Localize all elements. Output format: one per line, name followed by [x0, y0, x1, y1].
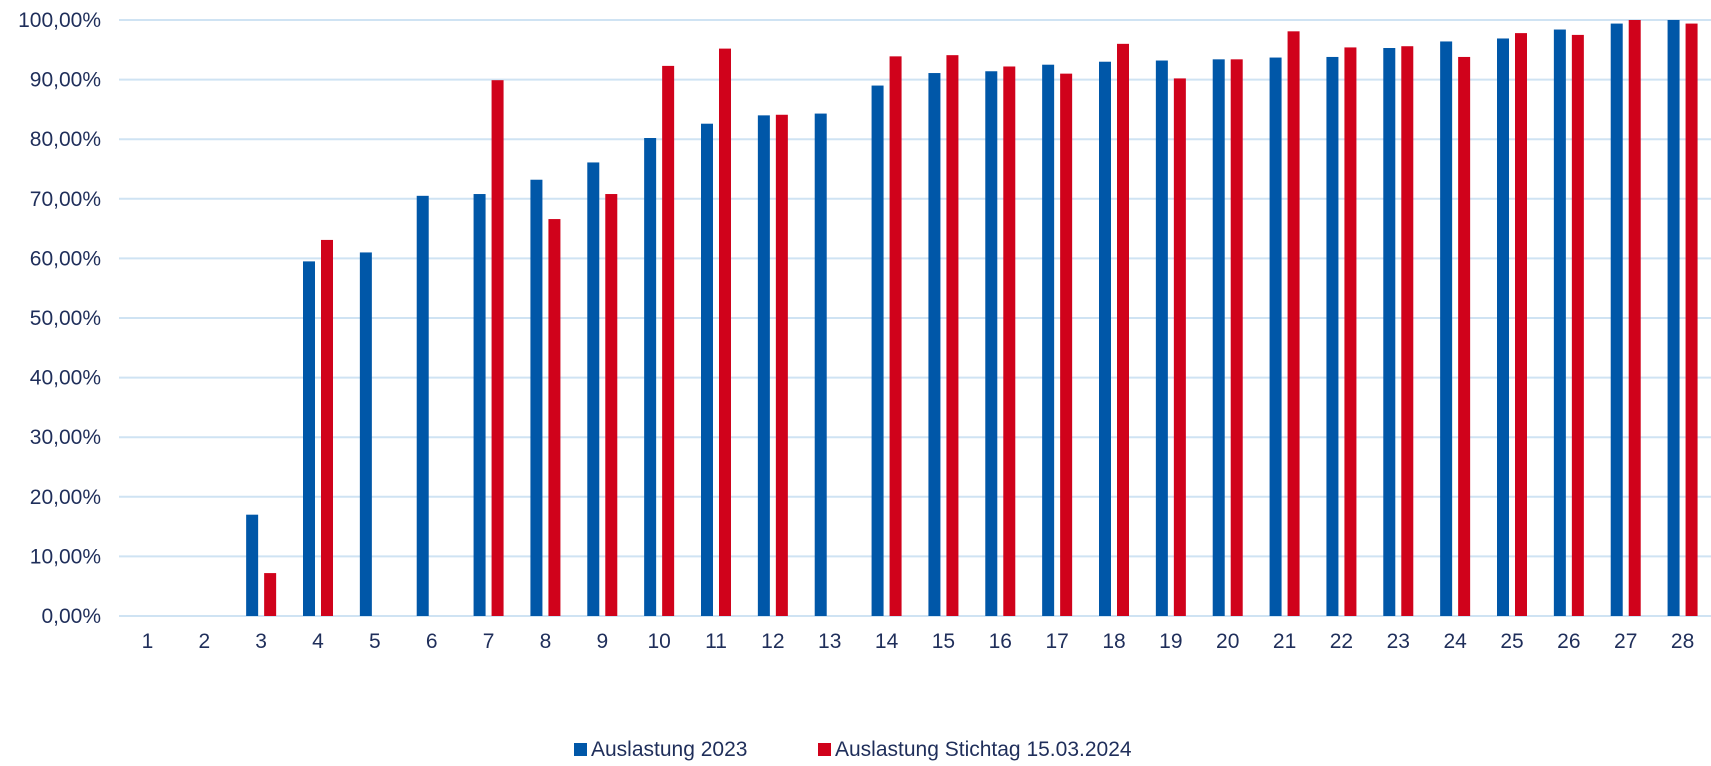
bar-auslastung-2023: [1099, 61, 1111, 617]
x-tick-label: 7: [483, 630, 495, 653]
x-tick-label: 9: [596, 630, 608, 653]
x-tick-label: 28: [1671, 630, 1694, 653]
bar-auslastung-2023: [1497, 38, 1509, 616]
bar-auslastung-2023: [246, 514, 259, 616]
bar-auslastung-2023: [701, 123, 713, 616]
bar-auslastung-2023: [359, 252, 372, 616]
bar-auslastung-2023: [1155, 60, 1168, 616]
y-axis-tick-labels: 0,00% 10,00% 20,00% 30,00% 40,00% 50,00% 60,00…: [18, 9, 101, 628]
bar-auslastung-stichtag: [1458, 56, 1471, 616]
x-tick-label: 5: [369, 630, 381, 653]
legend-swatch-stichtag: [818, 743, 831, 756]
x-tick-label: 8: [540, 630, 552, 653]
bar-auslastung-stichtag: [1401, 46, 1414, 616]
bar-auslastung-2023: [587, 162, 600, 616]
bar-auslastung-stichtag: [1060, 73, 1073, 616]
x-tick-label: 3: [255, 630, 267, 653]
bar-auslastung-2023: [1610, 23, 1623, 617]
bar-auslastung-stichtag: [889, 56, 902, 616]
bar-auslastung-stichtag: [1287, 31, 1300, 617]
x-tick-label: 17: [1045, 630, 1068, 653]
gridlines: [119, 19, 1711, 617]
bar-auslastung-stichtag: [1571, 34, 1584, 616]
bar-auslastung-stichtag: [1173, 78, 1186, 616]
bar-auslastung-2023: [303, 261, 315, 616]
bar-auslastung-2023: [1553, 29, 1566, 616]
bar-auslastung-stichtag: [1515, 33, 1527, 616]
y-tick-label: 20,00%: [30, 486, 101, 509]
bar-auslastung-stichtag: [775, 114, 788, 616]
bar-auslastung-stichtag: [548, 219, 561, 616]
x-tick-label: 19: [1159, 630, 1182, 653]
bar-auslastung-2023: [1667, 20, 1680, 616]
legend-label-2023: Auslastung 2023: [591, 738, 747, 761]
bar-auslastung-2023: [473, 194, 486, 617]
x-tick-label: 23: [1387, 630, 1410, 653]
bar-auslastung-2023: [416, 195, 429, 616]
y-tick-label: 50,00%: [30, 307, 101, 330]
y-tick-label: 60,00%: [30, 247, 101, 270]
bar-auslastung-2023: [1212, 59, 1225, 616]
x-tick-label: 21: [1273, 630, 1296, 653]
x-tick-label: 20: [1216, 630, 1239, 653]
bar-auslastung-2023: [644, 138, 657, 616]
bar-auslastung-stichtag: [946, 55, 959, 616]
y-tick-label: 80,00%: [30, 128, 101, 151]
x-tick-label: 10: [647, 630, 670, 653]
bar-auslastung-stichtag: [1117, 43, 1129, 616]
bar-auslastung-stichtag: [491, 80, 504, 617]
bar-auslastung-2023: [1042, 64, 1055, 616]
x-tick-label: 26: [1557, 630, 1580, 653]
bar-auslastung-stichtag: [264, 573, 277, 616]
legend-label-stichtag: Auslastung Stichtag 15.03.2024: [835, 738, 1132, 761]
x-tick-label: 15: [932, 630, 955, 653]
bar-auslastung-2023: [985, 71, 998, 617]
y-tick-label: 90,00%: [30, 69, 101, 92]
x-tick-label: 12: [761, 630, 784, 653]
bar-auslastung-2023: [530, 179, 543, 616]
y-tick-label: 10,00%: [30, 545, 101, 568]
bar-auslastung-2023: [871, 85, 884, 616]
bar-auslastung-2023: [928, 73, 941, 616]
y-tick-label: 100,00%: [18, 9, 101, 32]
y-tick-label: 0,00%: [41, 605, 101, 628]
bar-auslastung-2023: [1326, 56, 1339, 616]
x-tick-label: 13: [818, 630, 841, 653]
x-tick-label: 6: [426, 630, 438, 653]
x-axis-tick-labels: 1 2 3 4 5 6 7 8 9 10 11 12 13 14 15 16 17 18 19 20 21 22 23 24 2…: [142, 630, 1695, 653]
bar-auslastung-2023: [814, 113, 827, 617]
bar-auslastung-2023: [1383, 48, 1396, 616]
bar-auslastung-stichtag: [719, 48, 731, 616]
bar-auslastung-stichtag: [321, 239, 333, 616]
x-tick-label: 22: [1330, 630, 1353, 653]
x-tick-label: 18: [1102, 630, 1125, 653]
bar-auslastung-2023: [1269, 57, 1282, 617]
bars: [246, 20, 1698, 617]
bar-auslastung-stichtag: [1628, 20, 1641, 616]
y-tick-label: 70,00%: [30, 188, 101, 211]
bar-auslastung-stichtag: [1003, 66, 1016, 617]
y-tick-label: 30,00%: [30, 426, 101, 449]
x-tick-label: 24: [1443, 630, 1467, 653]
x-tick-label: 1: [142, 630, 154, 653]
bar-auslastung-stichtag: [1230, 59, 1243, 616]
bar-auslastung-2023: [1440, 41, 1453, 617]
bar-auslastung-stichtag: [662, 65, 675, 617]
bar-auslastung-stichtag: [1685, 23, 1698, 617]
x-tick-label: 27: [1614, 630, 1637, 653]
x-tick-label: 2: [198, 630, 210, 653]
bar-auslastung-2023: [757, 115, 770, 617]
x-tick-label: 14: [875, 630, 899, 653]
x-tick-label: 16: [989, 630, 1012, 653]
y-tick-label: 40,00%: [30, 367, 101, 390]
legend-swatch-2023: [574, 743, 587, 756]
x-tick-label: 4: [312, 630, 324, 653]
x-tick-label: 25: [1500, 630, 1523, 653]
bar-auslastung-stichtag: [605, 194, 618, 617]
bar-auslastung-stichtag: [1344, 47, 1357, 616]
x-tick-label: 11: [705, 630, 727, 653]
legend: Auslastung 2023 Auslastung Stichtag 15.03…: [574, 738, 1132, 761]
